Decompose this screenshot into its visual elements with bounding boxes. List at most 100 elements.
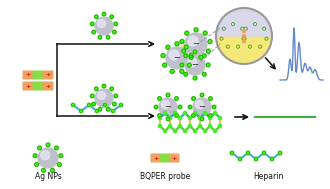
Circle shape: [46, 143, 50, 147]
Circle shape: [243, 35, 246, 37]
Circle shape: [209, 97, 212, 100]
Circle shape: [166, 117, 170, 121]
Circle shape: [206, 63, 210, 67]
Circle shape: [202, 54, 206, 58]
Circle shape: [262, 151, 266, 155]
Circle shape: [209, 124, 212, 128]
Circle shape: [212, 105, 216, 109]
Circle shape: [87, 103, 91, 107]
Circle shape: [42, 168, 46, 172]
Circle shape: [166, 93, 170, 97]
Circle shape: [33, 154, 37, 158]
Circle shape: [203, 111, 207, 115]
Text: −: −: [199, 102, 206, 112]
Text: −: −: [164, 102, 172, 112]
Circle shape: [193, 111, 197, 115]
Circle shape: [258, 45, 262, 48]
Circle shape: [98, 36, 102, 39]
Circle shape: [265, 37, 268, 40]
Circle shape: [195, 100, 204, 108]
Circle shape: [246, 27, 264, 45]
Circle shape: [199, 55, 203, 59]
Circle shape: [183, 111, 186, 115]
Text: +: +: [172, 156, 177, 160]
Circle shape: [168, 124, 172, 128]
Circle shape: [161, 53, 165, 57]
Circle shape: [187, 63, 191, 67]
Circle shape: [184, 45, 188, 49]
FancyBboxPatch shape: [32, 81, 44, 91]
Circle shape: [238, 157, 242, 161]
Circle shape: [237, 45, 240, 48]
Text: −: −: [192, 40, 200, 49]
Circle shape: [166, 47, 188, 69]
Circle shape: [220, 37, 223, 40]
Circle shape: [163, 111, 167, 115]
FancyBboxPatch shape: [22, 81, 34, 91]
Circle shape: [173, 111, 177, 115]
FancyBboxPatch shape: [43, 70, 53, 80]
FancyBboxPatch shape: [22, 70, 34, 80]
Circle shape: [169, 50, 179, 60]
Circle shape: [98, 108, 102, 111]
Text: +: +: [25, 73, 31, 77]
Circle shape: [38, 146, 42, 150]
Circle shape: [179, 116, 182, 120]
Circle shape: [188, 105, 192, 109]
Wedge shape: [216, 8, 272, 36]
Circle shape: [193, 129, 197, 133]
Circle shape: [203, 31, 207, 35]
Wedge shape: [216, 36, 272, 64]
Circle shape: [111, 109, 115, 113]
Circle shape: [35, 163, 39, 167]
FancyBboxPatch shape: [242, 29, 246, 43]
Circle shape: [182, 49, 186, 53]
Circle shape: [188, 36, 198, 46]
FancyBboxPatch shape: [32, 70, 44, 80]
Circle shape: [158, 97, 161, 100]
Circle shape: [198, 124, 202, 128]
Circle shape: [114, 94, 117, 98]
Circle shape: [102, 12, 106, 16]
Circle shape: [158, 114, 161, 117]
FancyBboxPatch shape: [150, 153, 161, 163]
Circle shape: [254, 157, 258, 161]
Circle shape: [92, 30, 95, 34]
Circle shape: [102, 84, 106, 88]
Circle shape: [110, 87, 114, 91]
Circle shape: [57, 163, 61, 167]
FancyBboxPatch shape: [43, 81, 53, 91]
Circle shape: [263, 27, 266, 30]
Circle shape: [38, 148, 58, 168]
Circle shape: [178, 44, 198, 64]
Text: +: +: [46, 84, 50, 88]
Circle shape: [173, 129, 177, 133]
Circle shape: [95, 89, 113, 107]
Circle shape: [54, 146, 58, 150]
Circle shape: [198, 116, 202, 120]
Circle shape: [158, 116, 162, 120]
Circle shape: [188, 116, 192, 120]
Circle shape: [114, 22, 117, 26]
Circle shape: [92, 102, 95, 106]
Circle shape: [97, 91, 106, 100]
Circle shape: [106, 36, 110, 39]
Circle shape: [218, 124, 222, 128]
Circle shape: [209, 116, 212, 120]
Circle shape: [94, 87, 98, 91]
Text: +: +: [153, 156, 158, 160]
Circle shape: [95, 109, 99, 113]
Circle shape: [244, 27, 248, 30]
Circle shape: [168, 116, 172, 120]
Circle shape: [185, 31, 189, 35]
Circle shape: [175, 42, 179, 46]
FancyBboxPatch shape: [169, 153, 180, 163]
Circle shape: [202, 72, 206, 76]
Circle shape: [154, 105, 158, 109]
Circle shape: [214, 129, 216, 133]
Circle shape: [103, 103, 107, 107]
Circle shape: [106, 108, 110, 111]
Circle shape: [192, 114, 195, 117]
Circle shape: [222, 27, 225, 30]
Circle shape: [94, 15, 98, 19]
